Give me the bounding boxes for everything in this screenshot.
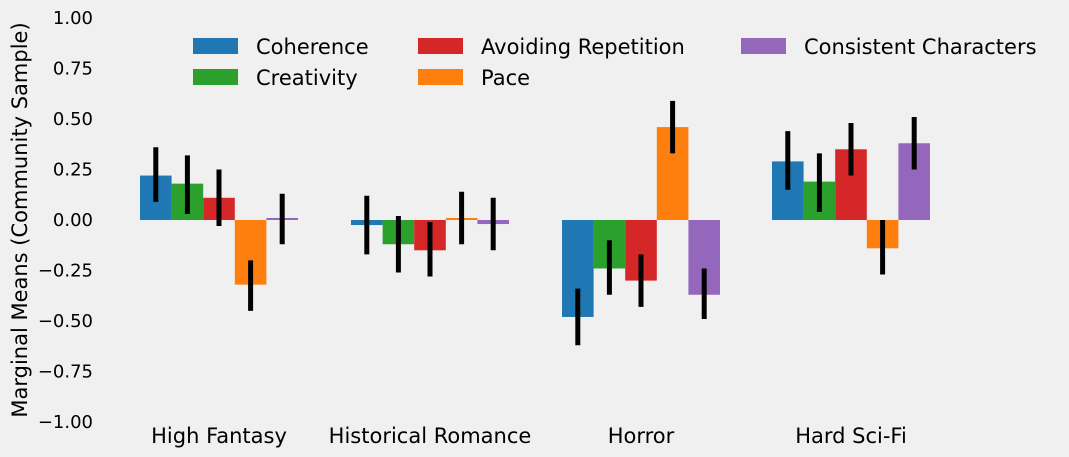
category-label: Horror xyxy=(608,424,675,448)
category-label: High Fantasy xyxy=(151,424,287,448)
y-ticks: −1.00 −0.75 −0.50 −0.25 0.00 0.25 0.50 0.75 1.00 xyxy=(38,8,93,433)
y-axis-label: Marginal Means (Community Sample) xyxy=(8,22,32,417)
legend-swatch xyxy=(418,38,463,54)
legend: Coherence Creativity Avoiding Repetition Pa… xyxy=(193,35,1037,90)
legend-label: Pace xyxy=(481,66,530,90)
y-tick-label: −0.25 xyxy=(38,261,93,282)
legend-label: Creativity xyxy=(256,66,358,90)
legend-label: Consistent Characters xyxy=(804,35,1037,59)
legend-label: Coherence xyxy=(256,35,369,59)
legend-label: Avoiding Repetition xyxy=(481,35,685,59)
y-tick-label: −1.00 xyxy=(38,412,93,433)
category-label: Hard Sci-Fi xyxy=(795,424,907,448)
y-tick-label: −0.50 xyxy=(38,311,93,332)
y-tick-label: 0.00 xyxy=(53,210,93,231)
y-tick-label: 0.25 xyxy=(53,160,93,181)
legend-swatch xyxy=(418,69,463,85)
y-tick-label: 0.50 xyxy=(53,109,93,130)
legend-swatch xyxy=(193,69,238,85)
category-labels: High Fantasy Historical Romance Horror Hard… xyxy=(151,424,907,448)
legend-swatch xyxy=(741,38,786,54)
legend-swatch xyxy=(193,38,238,54)
y-tick-label: 1.00 xyxy=(53,8,93,29)
y-tick-label: 0.75 xyxy=(53,59,93,80)
y-tick-label: −0.75 xyxy=(38,362,93,383)
error-bars xyxy=(153,100,917,346)
category-label: Historical Romance xyxy=(329,424,532,448)
bars xyxy=(140,127,930,317)
